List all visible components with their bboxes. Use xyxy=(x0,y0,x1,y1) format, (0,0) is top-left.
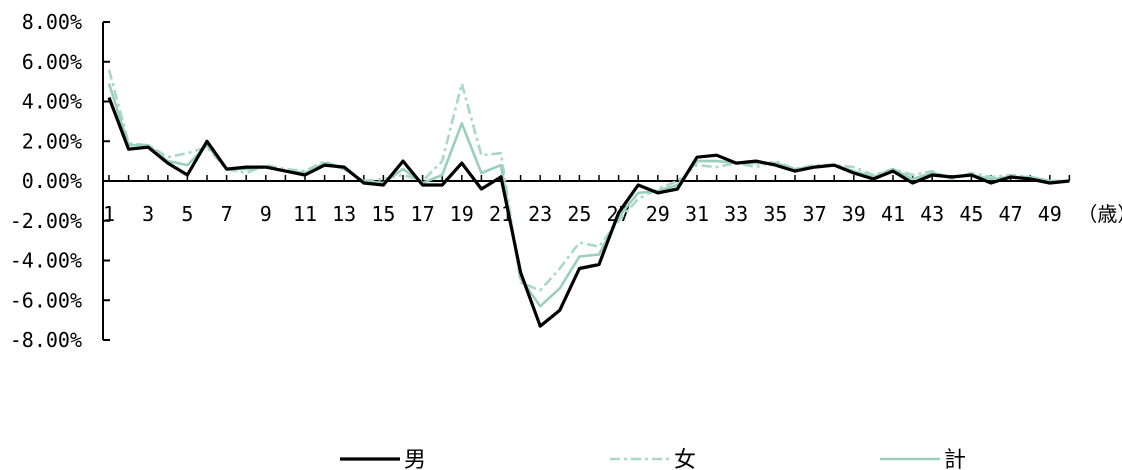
x-tick-label: 33 xyxy=(724,202,748,226)
y-axis: 8.00% 6.00% 4.00% 2.00% 0.00% -2.00% -4.00% -6.… xyxy=(10,10,110,352)
x-tick-label: 9 xyxy=(260,202,272,226)
x-tick-label: 3 xyxy=(142,202,154,226)
y-tick-label: -6.00% xyxy=(10,288,82,312)
x-tick-label: 45 xyxy=(959,202,983,226)
y-tick-label: -2.00% xyxy=(10,209,82,233)
x-axis: 1 3 5 7 9 11 13 15 17 19 21 23 25 27 29 31 33 35 37 39 41 43 4… xyxy=(103,175,1122,226)
x-tick-label: 7 xyxy=(221,202,233,226)
y-tick-label: 4.00% xyxy=(22,90,82,114)
legend-label-0: 男 xyxy=(404,448,426,470)
y-tick-label: -4.00% xyxy=(10,249,82,273)
y-tick-label: 0.00% xyxy=(22,169,82,193)
x-tick-label: 23 xyxy=(528,202,552,226)
x-unit-label: （歳） xyxy=(1077,202,1122,226)
x-tick-label: 35 xyxy=(763,202,787,226)
y-tick-label: 6.00% xyxy=(22,50,82,74)
x-tick-label: 49 xyxy=(1038,202,1062,226)
x-tick-label: 5 xyxy=(181,202,193,226)
x-tick-label: 29 xyxy=(646,202,670,226)
x-tick-label: 43 xyxy=(920,202,944,226)
legend-label-1: 女 xyxy=(674,448,696,470)
x-tick-label: 25 xyxy=(567,202,591,226)
legend-label-2: 計 xyxy=(944,448,966,470)
x-tick-label: 17 xyxy=(411,202,435,226)
y-tick-label: 2.00% xyxy=(22,129,82,153)
series-lines xyxy=(107,69,1070,328)
series-line-2 xyxy=(107,83,1070,308)
series-line-0 xyxy=(107,96,1070,328)
series-line-1 xyxy=(107,69,1070,292)
x-tick-label: 47 xyxy=(999,202,1023,226)
x-tick-label: 41 xyxy=(881,202,905,226)
y-tick-label: 8.00% xyxy=(22,10,82,34)
x-tick-label: 11 xyxy=(293,202,317,226)
legend: 男女計 xyxy=(340,448,966,470)
x-tick-label: 37 xyxy=(803,202,827,226)
x-tick-label: 19 xyxy=(450,202,474,226)
x-tick-label: 15 xyxy=(371,202,395,226)
x-tick-label: 31 xyxy=(685,202,709,226)
x-tick-label: 39 xyxy=(842,202,866,226)
x-tick-label: 13 xyxy=(332,202,356,226)
x-tick-label: 1 xyxy=(103,202,115,226)
y-tick-label: -8.00% xyxy=(10,328,82,352)
